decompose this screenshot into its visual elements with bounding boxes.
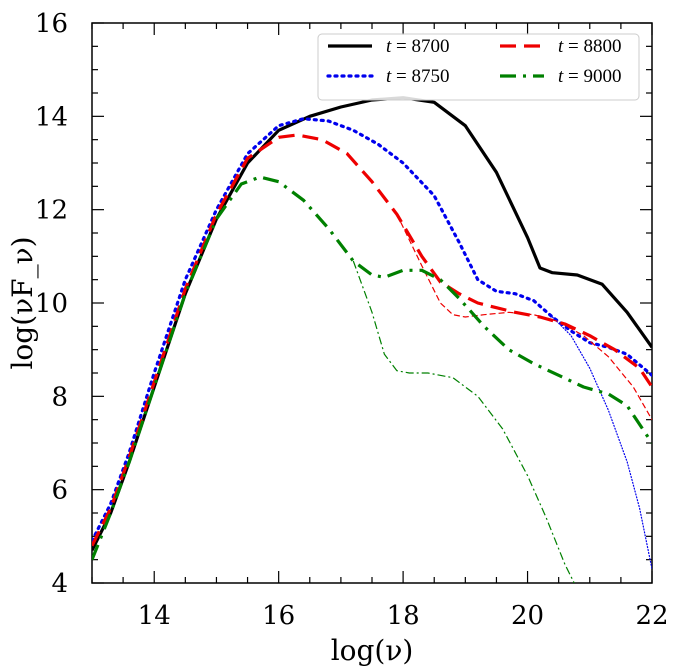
series-line — [551, 316, 652, 570]
x-tick-label: 16 — [262, 601, 295, 631]
y-tick-label: 6 — [51, 476, 68, 506]
legend: t = 8700 t = 8750 t = 8800 t = 9000 — [317, 33, 640, 101]
legend-label: t = 8750 — [386, 66, 450, 87]
x-tick-label: 20 — [511, 601, 544, 631]
y-tick-label: 16 — [35, 9, 68, 39]
x-tick-label: 22 — [635, 601, 668, 631]
legend-label: t = 8700 — [386, 36, 450, 57]
axis-ticks — [91, 22, 653, 584]
y-tick-label: 10 — [35, 289, 68, 319]
y-tick-label: 4 — [51, 569, 68, 599]
x-tick-label: 18 — [387, 601, 420, 631]
plot-frame — [91, 22, 653, 584]
y-tick-label: 12 — [35, 196, 68, 226]
tick-labels: 14 16 18 20 22 4 6 8 10 12 14 16 — [35, 9, 669, 631]
legend-label: t = 9000 — [558, 66, 622, 87]
series-line — [396, 214, 652, 420]
y-tick-label: 14 — [35, 102, 68, 132]
series-line — [92, 117, 652, 543]
legend-label: t = 8800 — [558, 36, 622, 57]
series-line — [92, 175, 652, 561]
y-axis-label: log(νF_ν) — [6, 236, 39, 369]
y-tick-label: 8 — [51, 382, 68, 412]
x-axis-label: log(ν) — [331, 634, 414, 667]
x-tick-label: 14 — [138, 601, 171, 631]
series-line — [352, 260, 575, 583]
legend-box — [317, 33, 640, 101]
